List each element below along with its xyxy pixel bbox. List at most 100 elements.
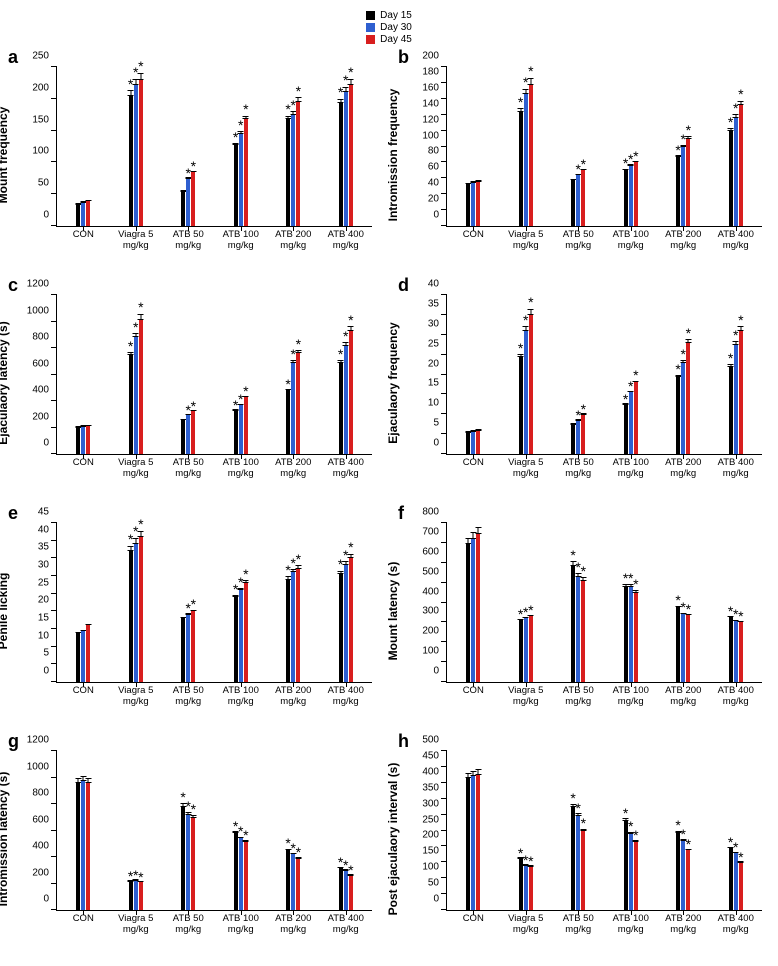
x-tick-label: CON — [73, 682, 94, 696]
error-bar — [83, 630, 84, 631]
bar: * — [186, 615, 190, 682]
bar: * — [686, 850, 690, 910]
y-tick-label: 40 — [428, 279, 447, 290]
bar — [471, 776, 475, 910]
y-tick-label: 250 — [422, 814, 447, 825]
bar — [476, 181, 480, 226]
bar: * — [239, 590, 243, 682]
bar-group: ***ATB 400 mg/kg — [320, 295, 373, 454]
x-tick-label: Viagra 5 mg/kg — [508, 454, 543, 479]
y-tick-label: 45 — [38, 507, 57, 518]
bar-group: ***Viagra 5 mg/kg — [500, 751, 553, 910]
error-bar — [468, 538, 469, 544]
bar — [86, 783, 90, 910]
bar: * — [291, 363, 295, 454]
bar: * — [729, 848, 733, 910]
significance-marker: * — [518, 344, 523, 352]
x-tick-label: Viagra 5 mg/kg — [508, 910, 543, 935]
significance-marker: * — [528, 857, 533, 865]
y-tick-label: 50 — [38, 178, 57, 189]
bar: * — [629, 166, 633, 226]
bar — [81, 781, 85, 910]
y-tick-label: 25 — [428, 338, 447, 349]
y-axis-label: Intromission latency (s) — [0, 772, 10, 907]
bar: * — [734, 118, 738, 226]
x-tick-label: ATB 400 mg/kg — [328, 910, 364, 935]
bar-group: ***ATB 400 mg/kg — [710, 67, 763, 226]
error-bar — [468, 183, 469, 184]
y-axis-label: Post ejaculaory interval (s) — [386, 763, 400, 916]
bar-group: ***Viagra 5 mg/kg — [500, 295, 553, 454]
significance-marker: * — [348, 543, 353, 551]
bar: * — [139, 320, 143, 454]
bar: * — [129, 355, 133, 454]
significance-marker: * — [348, 316, 353, 324]
x-tick-label: ATB 400 mg/kg — [718, 226, 754, 251]
bar: * — [186, 415, 190, 454]
chart: Intromission latency (s)0200400600800100… — [10, 745, 378, 947]
bar: * — [139, 882, 143, 910]
bar-groups: CON***Viagra 5 mg/kg**ATB 50 mg/kg***ATB… — [447, 295, 762, 454]
error-bar — [478, 181, 479, 182]
x-tick-label: ATB 50 mg/kg — [173, 682, 204, 707]
bar-group: **ATB 50 mg/kg — [552, 295, 605, 454]
error-bar — [573, 179, 574, 180]
legend-swatch — [366, 11, 375, 20]
x-tick-label: CON — [463, 910, 484, 924]
bar: * — [349, 875, 353, 910]
y-tick-label: 60 — [428, 162, 447, 173]
significance-marker: * — [633, 152, 638, 160]
plot-area: 0100200300400500600700800CON***Viagra 5 … — [446, 523, 762, 683]
y-tick-label: 40 — [38, 524, 57, 535]
y-tick-label: 100 — [32, 146, 57, 157]
x-tick-label: CON — [73, 454, 94, 468]
bar: * — [629, 587, 633, 682]
bar: * — [344, 92, 348, 226]
y-tick-label: 0 — [43, 666, 57, 677]
bar — [471, 539, 475, 682]
bar-groups: CON***Viagra 5 mg/kg***ATB 50 mg/kg***AT… — [447, 523, 762, 682]
x-tick-label: ATB 200 mg/kg — [275, 226, 311, 251]
bar: * — [291, 572, 295, 682]
bar: * — [191, 172, 195, 226]
bar: * — [576, 175, 580, 226]
bar — [471, 182, 475, 226]
y-axis-label: Intromission frequency — [386, 89, 400, 222]
bar: * — [244, 842, 248, 910]
bar: * — [529, 616, 533, 682]
bar-groups: CON***Viagra 5 mg/kg**ATB 50 mg/kg***ATB… — [447, 67, 762, 226]
bar-group: ***Viagra 5 mg/kg — [500, 523, 553, 682]
y-tick-label: 5 — [433, 418, 447, 429]
bar — [181, 191, 185, 226]
bar: * — [686, 139, 690, 226]
bar-group: CON — [57, 67, 110, 226]
bar-groups: CON***Viagra 5 mg/kg***ATB 50 mg/kg***AT… — [57, 751, 372, 910]
y-tick-label: 200 — [32, 82, 57, 93]
bar-group: ***ATB 100 mg/kg — [215, 523, 268, 682]
bar-group: ***Viagra 5 mg/kg — [110, 67, 163, 226]
bar: * — [181, 807, 185, 910]
bar: * — [234, 410, 238, 454]
bar-groups: CON***Viagra 5 mg/kg**ATB 50 mg/kg***ATB… — [57, 295, 372, 454]
x-tick-label: CON — [463, 682, 484, 696]
bar-group: CON — [447, 751, 500, 910]
bar-group: **ATB 50 mg/kg — [162, 67, 215, 226]
x-tick-label: ATB 50 mg/kg — [563, 910, 594, 935]
y-tick-label: 100 — [422, 130, 447, 141]
significance-marker: * — [686, 605, 691, 613]
y-tick-label: 10 — [428, 398, 447, 409]
x-tick-label: ATB 100 mg/kg — [613, 910, 649, 935]
bar-group: ***ATB 400 mg/kg — [710, 523, 763, 682]
chart-grid: aMount frequency050100150200250CON***Via… — [6, 49, 772, 951]
bar: * — [291, 115, 295, 226]
significance-marker: * — [675, 146, 680, 154]
bar-group: **ATB 50 mg/kg — [162, 295, 215, 454]
x-tick-label: ATB 50 mg/kg — [173, 226, 204, 251]
chart: Penile licking051015202530354045CON***Vi… — [10, 517, 378, 719]
bar: * — [239, 405, 243, 454]
bar: * — [286, 119, 290, 226]
bar: * — [529, 85, 533, 227]
bar: * — [296, 569, 300, 682]
bar-group: ***ATB 50 mg/kg — [162, 751, 215, 910]
significance-marker: * — [681, 350, 686, 358]
